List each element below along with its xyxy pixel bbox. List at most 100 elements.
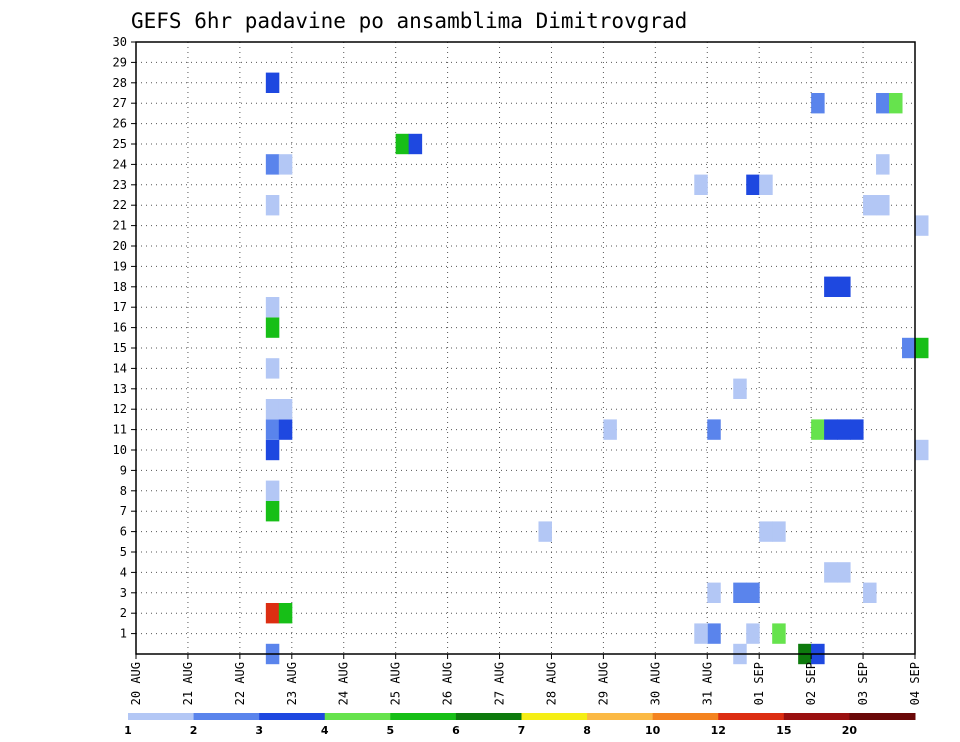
precip-cell bbox=[863, 582, 877, 603]
precip-cell bbox=[265, 358, 280, 379]
colorbar-swatch bbox=[390, 713, 457, 720]
precip-cell bbox=[694, 623, 708, 644]
precip-cell bbox=[746, 582, 760, 603]
colorbar-swatch bbox=[324, 713, 391, 720]
x-axis-ticks: 20 AUG 21 AUG 22 AUG 23 AUG 24 AUG 25 AUG 26 A… bbox=[129, 654, 922, 705]
precip-cell bbox=[837, 419, 851, 440]
colorbar-tick-label: 1 bbox=[124, 724, 132, 737]
colorbar-tick-label: 2 bbox=[190, 724, 198, 737]
precip-cell bbox=[265, 297, 280, 318]
colorbar-swatch bbox=[783, 713, 850, 720]
y-tick-label: 17 bbox=[113, 300, 127, 314]
x-tick-label: 01 SEP bbox=[752, 662, 766, 705]
colorbar-swatch bbox=[652, 713, 719, 720]
colorbar-tick-label: 4 bbox=[321, 724, 329, 737]
precip-cell bbox=[746, 174, 760, 195]
x-tick-label: 27 AUG bbox=[493, 662, 507, 705]
y-tick-label: 26 bbox=[113, 117, 127, 131]
y-tick-label: 16 bbox=[113, 321, 127, 335]
y-tick-label: 12 bbox=[113, 402, 127, 416]
precip-cell bbox=[707, 582, 721, 603]
y-tick-label: 6 bbox=[120, 525, 127, 539]
precip-cell bbox=[772, 521, 786, 542]
precip-cell bbox=[265, 399, 280, 420]
precip-cell bbox=[707, 419, 721, 440]
precip-cell bbox=[811, 419, 825, 440]
precip-cell bbox=[733, 378, 747, 399]
x-tick-label: 04 SEP bbox=[908, 662, 922, 705]
colorbar-tick-label: 20 bbox=[842, 724, 858, 737]
colorbar-tick-label: 12 bbox=[711, 724, 726, 737]
y-tick-label: 23 bbox=[113, 178, 127, 192]
y-tick-label: 21 bbox=[113, 219, 127, 233]
colorbar-tick-label: 10 bbox=[645, 724, 661, 737]
precip-cell bbox=[876, 154, 890, 175]
y-tick-label: 3 bbox=[120, 586, 127, 600]
precip-cell bbox=[278, 399, 293, 420]
y-tick-label: 19 bbox=[113, 259, 127, 273]
y-axis-ticks: 1234567891011121314151617181920212223242… bbox=[113, 35, 136, 641]
y-tick-label: 14 bbox=[113, 361, 127, 375]
y-tick-label: 1 bbox=[120, 627, 127, 641]
precip-cell bbox=[408, 133, 423, 155]
x-tick-label: 23 AUG bbox=[285, 662, 299, 705]
precip-cell bbox=[850, 419, 864, 440]
precip-cell bbox=[265, 501, 280, 522]
precip-cell bbox=[538, 521, 552, 542]
y-tick-label: 9 bbox=[120, 463, 127, 477]
x-tick-label: 25 AUG bbox=[389, 662, 403, 705]
colorbar-tick-label: 8 bbox=[583, 724, 591, 737]
colorbar-swatch bbox=[718, 713, 785, 720]
x-tick-label: 20 AUG bbox=[129, 662, 143, 705]
x-tick-label: 03 SEP bbox=[856, 662, 870, 705]
precip-cell bbox=[759, 521, 773, 542]
y-tick-label: 8 bbox=[120, 484, 127, 498]
y-tick-label: 29 bbox=[113, 55, 127, 69]
precip-cell bbox=[278, 603, 293, 624]
precip-cell bbox=[915, 439, 929, 461]
precip-cell bbox=[265, 439, 280, 461]
precip-cells bbox=[265, 72, 929, 665]
y-tick-label: 5 bbox=[120, 545, 127, 559]
precip-cell bbox=[824, 276, 838, 297]
precip-cell bbox=[278, 419, 293, 440]
precip-cell bbox=[265, 317, 280, 338]
precip-cell bbox=[876, 93, 890, 114]
x-tick-label: 22 AUG bbox=[233, 662, 247, 705]
colorbar-swatch bbox=[128, 713, 195, 720]
y-tick-label: 20 bbox=[113, 239, 127, 253]
precip-cell bbox=[889, 93, 903, 114]
y-tick-label: 2 bbox=[120, 606, 127, 620]
precip-cell bbox=[824, 419, 838, 440]
x-tick-label: 31 AUG bbox=[700, 662, 714, 705]
colorbar-tick-label: 7 bbox=[518, 724, 526, 737]
precip-cell bbox=[772, 623, 786, 644]
precip-cell bbox=[278, 154, 293, 175]
colorbar: 1 2 3 4 5 6 7 8 10 12 15 20 bbox=[124, 713, 916, 737]
precip-cell bbox=[915, 215, 929, 236]
colorbar-swatch bbox=[849, 713, 916, 720]
y-tick-label: 13 bbox=[113, 382, 127, 396]
precip-cell bbox=[603, 419, 617, 440]
y-tick-label: 18 bbox=[113, 280, 127, 294]
precip-cell bbox=[265, 72, 280, 93]
x-tick-label: 24 AUG bbox=[337, 662, 351, 705]
y-tick-label: 28 bbox=[113, 76, 127, 90]
colorbar-swatch bbox=[259, 713, 326, 720]
colorbar-swatch bbox=[193, 713, 260, 720]
precip-cell bbox=[863, 195, 877, 216]
colorbar-tick-label: 3 bbox=[255, 724, 263, 737]
grid-lines bbox=[136, 42, 915, 654]
colorbar-tick-label: 6 bbox=[452, 724, 460, 737]
colorbar-swatch bbox=[521, 713, 588, 720]
x-tick-label: 26 AUG bbox=[441, 662, 455, 705]
colorbar-swatch bbox=[455, 713, 522, 720]
precip-cell bbox=[694, 174, 708, 195]
y-tick-label: 22 bbox=[113, 198, 127, 212]
precip-cell bbox=[265, 419, 280, 440]
precip-cell bbox=[746, 623, 760, 644]
x-tick-label: 21 AUG bbox=[181, 662, 195, 705]
y-tick-label: 27 bbox=[113, 96, 127, 110]
precip-cell bbox=[265, 603, 280, 624]
precip-cell bbox=[837, 562, 851, 583]
